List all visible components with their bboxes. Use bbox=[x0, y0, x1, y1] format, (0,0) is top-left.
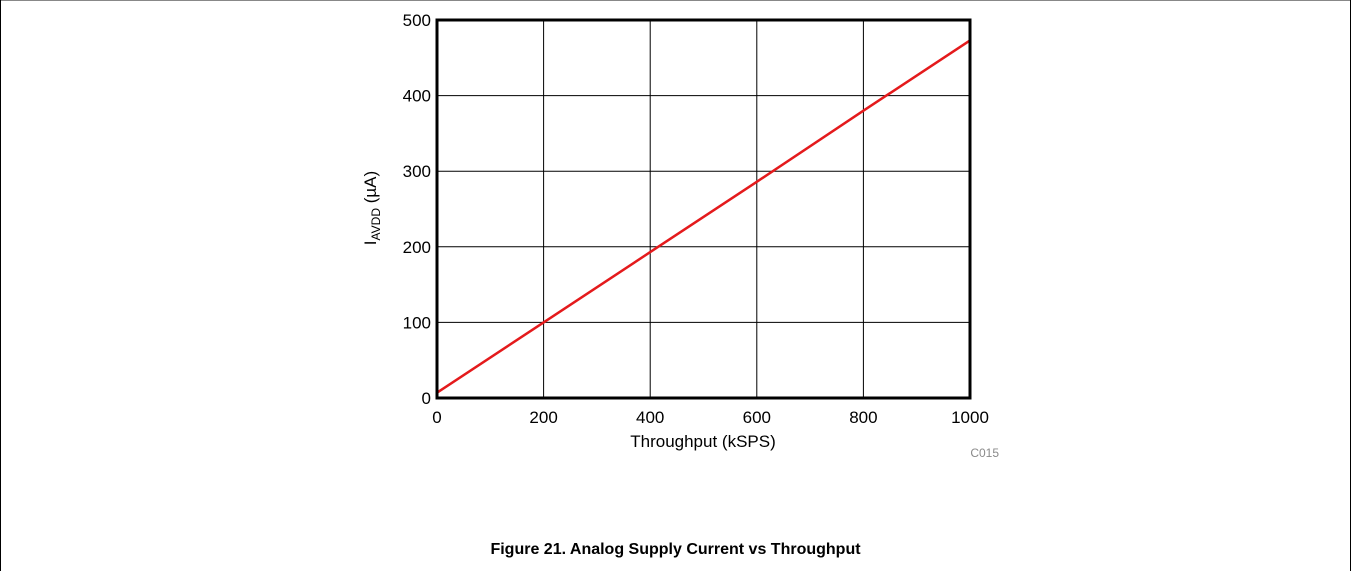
y-axis-label-sub: AVDD bbox=[369, 208, 383, 241]
plot-area-frame bbox=[435, 18, 972, 400]
x-tick-labels: 0 200 400 600 800 1000 bbox=[432, 408, 989, 427]
y-tick-label: 0 bbox=[422, 389, 431, 408]
y-tick-label: 500 bbox=[403, 11, 431, 30]
x-tick-label: 0 bbox=[432, 408, 441, 427]
y-tick-label: 300 bbox=[403, 162, 431, 181]
series-layer bbox=[436, 39, 971, 394]
y-axis-label: IAVDD (µA) bbox=[361, 171, 383, 245]
page-top-rule bbox=[0, 0, 1351, 1]
y-tick-labels: 0 100 200 300 400 500 bbox=[403, 11, 431, 408]
x-tick-label: 600 bbox=[743, 408, 771, 427]
y-tick-label: 100 bbox=[403, 313, 431, 332]
series-line bbox=[436, 39, 971, 394]
x-tick-label: 200 bbox=[529, 408, 557, 427]
x-tick-label: 800 bbox=[849, 408, 877, 427]
x-tick-label: 400 bbox=[636, 408, 664, 427]
y-tick-label: 200 bbox=[403, 238, 431, 257]
x-tick-label: 1000 bbox=[951, 408, 989, 427]
y-axis-label-unit: (µA) bbox=[361, 171, 380, 208]
chart-code-label: C015 bbox=[970, 446, 999, 460]
y-axis-label-main: I bbox=[361, 240, 380, 245]
page-left-rule bbox=[0, 0, 1, 571]
figure-caption: Figure 21. Analog Supply Current vs Thro… bbox=[490, 541, 861, 558]
x-axis-label: Throughput (kSPS) bbox=[630, 432, 776, 451]
y-tick-label: 400 bbox=[403, 87, 431, 106]
